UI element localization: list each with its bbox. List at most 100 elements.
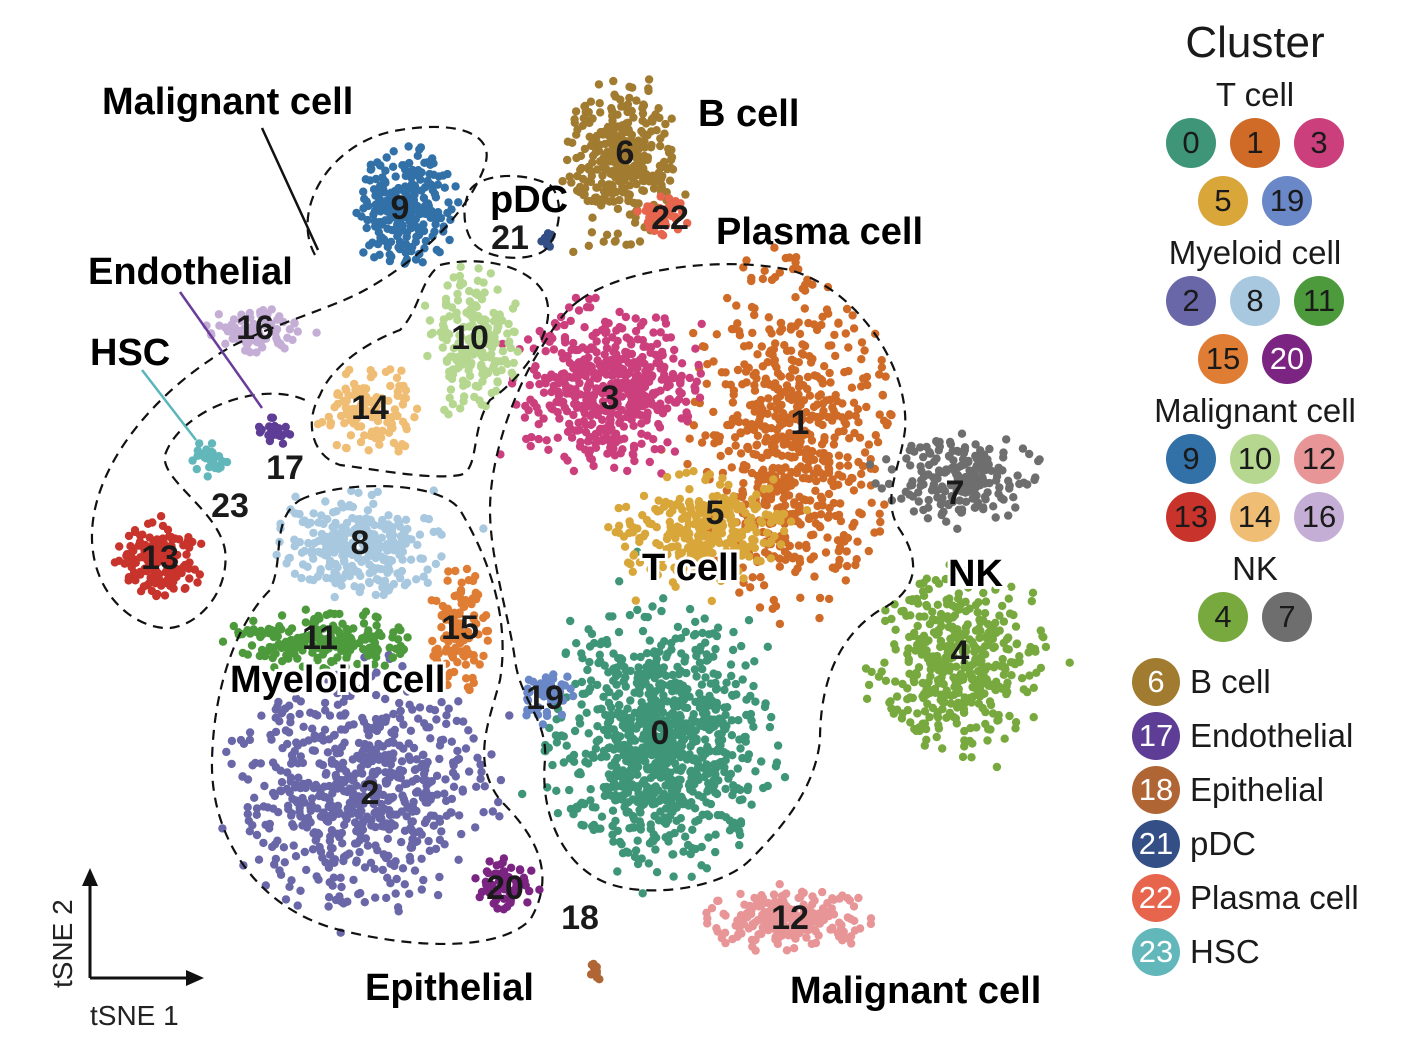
cell-point bbox=[496, 775, 506, 785]
cell-point bbox=[753, 350, 762, 359]
cell-point bbox=[662, 472, 672, 482]
cell-point bbox=[810, 320, 819, 329]
cell-point bbox=[309, 509, 318, 518]
cell-point bbox=[395, 698, 404, 708]
cell-point bbox=[329, 731, 339, 740]
cell-point bbox=[770, 359, 779, 369]
cell-point bbox=[280, 858, 289, 867]
cell-point bbox=[764, 394, 773, 403]
cell-point bbox=[325, 878, 334, 887]
cell-point bbox=[720, 928, 730, 937]
cell-point bbox=[367, 756, 377, 766]
cell-point bbox=[614, 521, 624, 530]
cell-point bbox=[657, 680, 666, 689]
cell-point bbox=[815, 593, 825, 603]
cell-point bbox=[742, 378, 751, 387]
cell-point bbox=[260, 781, 269, 791]
cell-point bbox=[245, 735, 255, 745]
cell-point bbox=[395, 741, 404, 750]
cell-point bbox=[845, 434, 854, 443]
cell-point bbox=[577, 820, 586, 830]
cell-point bbox=[843, 453, 852, 462]
cell-point bbox=[639, 491, 649, 501]
cell-point bbox=[327, 826, 337, 835]
cell-point bbox=[445, 367, 454, 376]
cell-point bbox=[486, 269, 495, 278]
cell-point bbox=[566, 684, 575, 693]
cell-point bbox=[405, 803, 414, 812]
cell-point bbox=[681, 627, 690, 637]
cell-point bbox=[619, 422, 628, 431]
cell-point bbox=[564, 389, 574, 398]
cell-point bbox=[396, 625, 405, 635]
cell-point bbox=[781, 555, 790, 564]
cell-point bbox=[765, 349, 774, 358]
cell-point bbox=[296, 752, 305, 761]
cell-point bbox=[593, 374, 602, 383]
cell-point bbox=[644, 859, 653, 868]
cell-point bbox=[343, 680, 352, 689]
cell-point bbox=[327, 801, 336, 810]
cell-point bbox=[570, 399, 579, 409]
cell-point bbox=[633, 770, 642, 779]
cell-point bbox=[633, 836, 642, 845]
cell-point bbox=[273, 702, 282, 711]
cell-point bbox=[713, 810, 722, 820]
cell-point bbox=[742, 462, 751, 471]
cell-point bbox=[708, 549, 717, 558]
cell-point bbox=[382, 819, 391, 828]
cell-point bbox=[706, 679, 715, 688]
cell-point bbox=[340, 539, 349, 549]
cell-point bbox=[1028, 588, 1038, 597]
cell-point bbox=[794, 507, 803, 516]
cell-point bbox=[727, 716, 736, 725]
cell-point bbox=[504, 338, 513, 348]
cell-point bbox=[479, 651, 488, 661]
cell-point bbox=[591, 439, 600, 448]
cell-point bbox=[620, 434, 629, 443]
cell-point bbox=[698, 664, 707, 674]
cell-point bbox=[628, 812, 638, 821]
cell-point bbox=[363, 841, 373, 850]
cell-point bbox=[657, 375, 666, 384]
cell-point bbox=[476, 774, 485, 783]
cell-point bbox=[603, 785, 613, 794]
cell-point bbox=[323, 748, 333, 757]
cell-point bbox=[382, 893, 391, 903]
cell-point bbox=[818, 495, 827, 504]
cell-point bbox=[281, 726, 291, 735]
cell-point bbox=[689, 421, 699, 430]
cell-point bbox=[1029, 713, 1038, 722]
cell-point bbox=[493, 285, 502, 294]
cell-point bbox=[713, 927, 722, 936]
cell-point bbox=[388, 792, 398, 802]
cell-point bbox=[372, 201, 381, 211]
cell-point bbox=[115, 542, 124, 551]
cell-point bbox=[687, 872, 696, 881]
cell-point bbox=[845, 896, 854, 905]
cell-point bbox=[857, 469, 866, 479]
cell-point bbox=[587, 362, 596, 372]
cell-point bbox=[651, 504, 660, 514]
cell-point bbox=[405, 700, 414, 709]
cell-point bbox=[712, 702, 722, 711]
cell-point bbox=[685, 554, 695, 563]
cell-point bbox=[458, 785, 467, 794]
cell-point bbox=[843, 461, 853, 470]
cell-point bbox=[394, 518, 403, 527]
cell-point bbox=[359, 619, 369, 628]
cell-point bbox=[615, 744, 624, 753]
cell-point bbox=[277, 625, 286, 634]
cell-point bbox=[665, 681, 674, 690]
cell-point bbox=[719, 909, 728, 918]
cell-point bbox=[412, 755, 421, 764]
cell-point bbox=[617, 392, 627, 401]
cell-point bbox=[663, 550, 672, 559]
cell-point bbox=[703, 761, 712, 770]
cell-point bbox=[700, 614, 709, 623]
cell-point bbox=[659, 740, 668, 749]
cell-point bbox=[798, 414, 807, 424]
cell-point bbox=[708, 492, 717, 501]
cell-point bbox=[724, 774, 733, 783]
cell-point bbox=[711, 763, 721, 773]
